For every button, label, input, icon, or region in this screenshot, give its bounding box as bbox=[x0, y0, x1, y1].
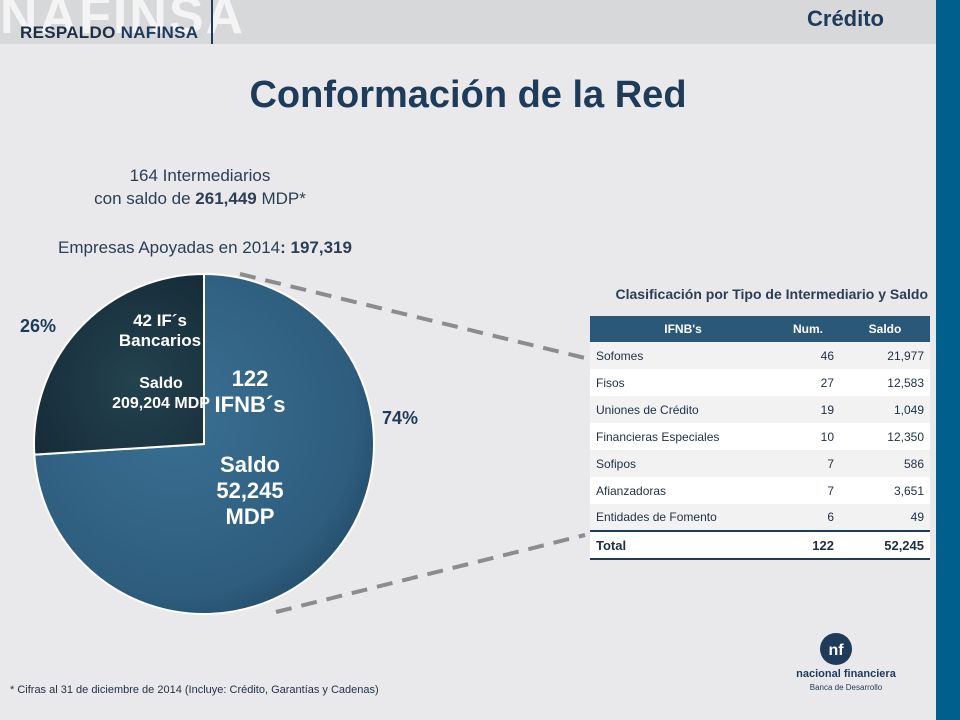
cell-saldo: 21,977 bbox=[840, 342, 930, 369]
cell-num: 46 bbox=[776, 342, 840, 369]
bancarios-saldo-label: Saldo 209,204 MDP bbox=[112, 375, 210, 412]
pct-ifnb: 74% bbox=[382, 408, 419, 428]
cell-num: 27 bbox=[776, 369, 840, 396]
cell-num: 7 bbox=[776, 477, 840, 504]
ifnb-label: 122 IFNB´s bbox=[214, 366, 286, 417]
bancarios-label: 42 IF´s Bancarios bbox=[118, 311, 202, 350]
logo-subtitle: Banca de Desarrollo bbox=[809, 683, 883, 692]
cell-num: 10 bbox=[776, 423, 840, 450]
connector-line-bottom bbox=[275, 533, 586, 614]
table-total-row: Total 122 52,245 bbox=[590, 530, 930, 560]
brand-tagline: RESPALDO NAFINSA bbox=[20, 23, 199, 42]
table-row: Fisos 27 12,583 bbox=[590, 369, 930, 396]
table-header-row: IFNB's Num. Saldo bbox=[590, 316, 930, 342]
cell-saldo: 12,583 bbox=[840, 369, 930, 396]
cell-tipo: Financieras Especiales bbox=[590, 423, 776, 450]
table-row: Uniones de Crédito 19 1,049 bbox=[590, 396, 930, 423]
cell-tipo: Fisos bbox=[590, 369, 776, 396]
cell-saldo: 1,049 bbox=[840, 396, 930, 423]
logo-name: nacional financiera bbox=[796, 668, 896, 680]
cell-tipo: Uniones de Crédito bbox=[590, 396, 776, 423]
pie-slice-bancarios bbox=[33, 272, 205, 456]
cell-tipo: Sofomes bbox=[590, 342, 776, 369]
connector-line-top bbox=[239, 272, 586, 360]
cell-saldo: 586 bbox=[840, 450, 930, 477]
col-header-saldo: Saldo bbox=[840, 316, 930, 342]
ifnb-saldo-label: Saldo 52,245 MDP bbox=[216, 452, 284, 529]
cell-num: 19 bbox=[776, 396, 840, 423]
brand-watermark: NAFINSA bbox=[0, 0, 246, 45]
empresas-apoyadas: Empresas Apoyadas en 2014: 197,319 bbox=[58, 238, 352, 257]
ifnb-table: IFNB's Num. Saldo Sofomes 46 21,977 Fisos 2… bbox=[590, 316, 930, 560]
col-header-ifnb: IFNB's bbox=[590, 316, 776, 342]
cell-saldo: 12,350 bbox=[840, 423, 930, 450]
table-caption: Clasificación por Tipo de Intermediario … bbox=[615, 286, 928, 302]
footnote: * Cifras al 31 de diciembre de 2014 (Inc… bbox=[10, 684, 379, 696]
page-title: Conformación de la Red bbox=[249, 74, 687, 116]
total-saldo: 52,245 bbox=[840, 530, 930, 560]
cell-num: 7 bbox=[776, 450, 840, 477]
cell-tipo: Entidades de Fomento bbox=[590, 504, 776, 531]
nf-logo-icon: nf bbox=[820, 633, 852, 665]
header-bar: NAFINSA RESPALDO NAFINSA Crédito bbox=[0, 0, 936, 45]
saldo-total: con saldo de 261,449 MDP* bbox=[94, 189, 306, 208]
cell-tipo: Afianzadoras bbox=[590, 477, 776, 504]
table-row: Financieras Especiales 10 12,350 bbox=[590, 423, 930, 450]
svg-text:nf: nf bbox=[828, 642, 844, 659]
cell-num: 6 bbox=[776, 504, 840, 531]
total-label: Total bbox=[590, 530, 776, 560]
col-header-num: Num. bbox=[776, 316, 840, 342]
table-row: Sofipos 7 586 bbox=[590, 450, 930, 477]
nafinsa-logo: nf nacional financiera Banca de Desarrol… bbox=[776, 632, 916, 692]
section-title: Crédito bbox=[807, 6, 884, 31]
table-row: Entidades de Fomento 6 49 bbox=[590, 504, 930, 531]
cell-saldo: 49 bbox=[840, 504, 930, 531]
summary-text: 164 Intermediarios con saldo de 261,449 … bbox=[30, 164, 370, 210]
cell-saldo: 3,651 bbox=[840, 477, 930, 504]
cell-tipo: Sofipos bbox=[590, 450, 776, 477]
intermediarios-count: 164 Intermediarios bbox=[129, 166, 271, 185]
right-accent-stripe bbox=[936, 0, 960, 720]
total-num: 122 bbox=[776, 530, 840, 560]
pct-bancarios: 26% bbox=[20, 316, 57, 336]
header-divider bbox=[211, 0, 213, 44]
table-row: Sofomes 46 21,977 bbox=[590, 342, 930, 369]
table-row: Afianzadoras 7 3,651 bbox=[590, 477, 930, 504]
